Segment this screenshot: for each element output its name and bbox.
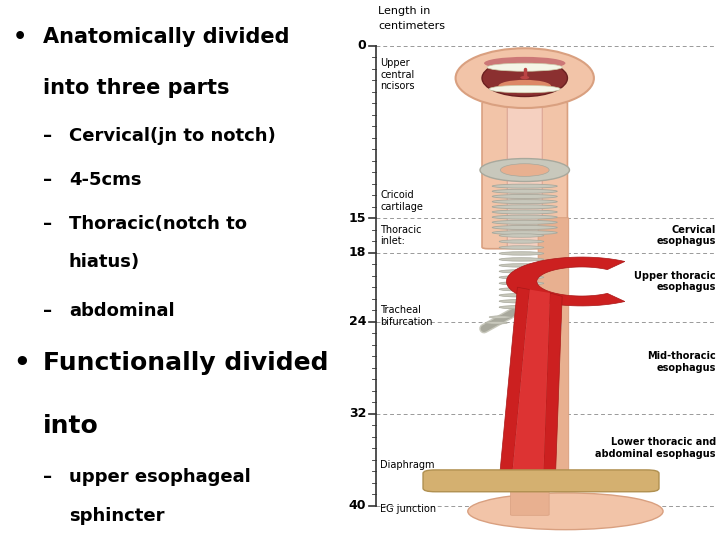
Text: Cervical(jn to notch): Cervical(jn to notch): [69, 127, 276, 145]
Polygon shape: [543, 293, 562, 483]
Text: –: –: [42, 127, 52, 145]
Text: –: –: [42, 468, 52, 485]
Ellipse shape: [492, 205, 557, 209]
Ellipse shape: [499, 264, 544, 267]
Text: Upper thoracic
esophagus: Upper thoracic esophagus: [634, 271, 716, 292]
Text: Anatomically divided: Anatomically divided: [42, 27, 289, 47]
Text: –: –: [42, 171, 52, 189]
Text: upper esophageal: upper esophageal: [69, 468, 251, 485]
Ellipse shape: [534, 320, 557, 323]
Ellipse shape: [492, 194, 557, 199]
Text: 40: 40: [348, 499, 366, 512]
Ellipse shape: [498, 80, 552, 92]
Ellipse shape: [456, 48, 594, 108]
Text: Cervical
esophagus: Cervical esophagus: [657, 225, 716, 246]
Ellipse shape: [499, 246, 544, 249]
FancyBboxPatch shape: [538, 218, 569, 483]
Text: •: •: [13, 27, 27, 47]
Text: Length in: Length in: [378, 6, 431, 16]
FancyBboxPatch shape: [423, 470, 659, 492]
Text: EG junction: EG junction: [380, 504, 436, 514]
Ellipse shape: [492, 200, 557, 204]
Text: Tracheal
bifurcation: Tracheal bifurcation: [380, 305, 433, 327]
Text: into: into: [42, 414, 99, 437]
FancyBboxPatch shape: [510, 485, 549, 515]
Ellipse shape: [499, 252, 544, 255]
Text: Mid-thoracic
esophagus: Mid-thoracic esophagus: [647, 352, 716, 373]
Text: 32: 32: [348, 407, 366, 420]
Ellipse shape: [492, 226, 557, 230]
Ellipse shape: [487, 63, 562, 71]
Ellipse shape: [492, 215, 557, 219]
Text: 18: 18: [348, 246, 366, 259]
Text: Thoracic
inlet:: Thoracic inlet:: [380, 225, 422, 246]
Text: 4-5cms: 4-5cms: [69, 171, 141, 189]
Ellipse shape: [499, 275, 544, 279]
Ellipse shape: [480, 159, 570, 181]
Ellipse shape: [530, 315, 552, 317]
Ellipse shape: [499, 300, 544, 303]
Polygon shape: [500, 287, 530, 480]
Ellipse shape: [492, 231, 557, 235]
Text: centimeters: centimeters: [378, 21, 445, 31]
FancyBboxPatch shape: [508, 103, 542, 248]
Ellipse shape: [484, 57, 565, 70]
Ellipse shape: [489, 316, 511, 319]
Text: Diaphragm: Diaphragm: [380, 460, 435, 470]
Polygon shape: [512, 289, 550, 483]
Polygon shape: [506, 257, 625, 306]
Ellipse shape: [492, 210, 557, 214]
Ellipse shape: [492, 220, 557, 224]
Ellipse shape: [492, 184, 557, 188]
Text: Upper
central
ncisors: Upper central ncisors: [380, 58, 415, 91]
Text: abdominal: abdominal: [69, 302, 174, 320]
Ellipse shape: [500, 164, 549, 177]
Ellipse shape: [482, 60, 567, 97]
Ellipse shape: [521, 76, 529, 79]
Ellipse shape: [499, 234, 544, 237]
Text: 24: 24: [348, 315, 366, 328]
Text: –: –: [42, 215, 52, 233]
Ellipse shape: [499, 269, 544, 273]
Ellipse shape: [468, 493, 663, 530]
Text: sphincter: sphincter: [69, 507, 164, 524]
Text: Lower thoracic and
abdominal esophagus: Lower thoracic and abdominal esophagus: [595, 437, 716, 458]
Ellipse shape: [499, 281, 544, 285]
Text: •: •: [13, 352, 30, 377]
Text: into three parts: into three parts: [42, 78, 229, 98]
Text: hiatus): hiatus): [69, 253, 140, 271]
Ellipse shape: [499, 288, 544, 291]
Ellipse shape: [499, 294, 544, 297]
Text: 0: 0: [357, 39, 366, 52]
Text: Thoracic(notch to: Thoracic(notch to: [69, 215, 247, 233]
Ellipse shape: [499, 240, 544, 243]
Text: Functionally divided: Functionally divided: [42, 352, 328, 375]
Ellipse shape: [489, 85, 560, 93]
Ellipse shape: [492, 190, 557, 193]
Text: –: –: [42, 302, 52, 320]
FancyBboxPatch shape: [482, 102, 567, 249]
Ellipse shape: [499, 306, 544, 309]
Ellipse shape: [485, 322, 508, 324]
Ellipse shape: [499, 258, 544, 261]
Text: Cricoid
cartilage: Cricoid cartilage: [380, 191, 423, 212]
Text: 15: 15: [348, 212, 366, 225]
